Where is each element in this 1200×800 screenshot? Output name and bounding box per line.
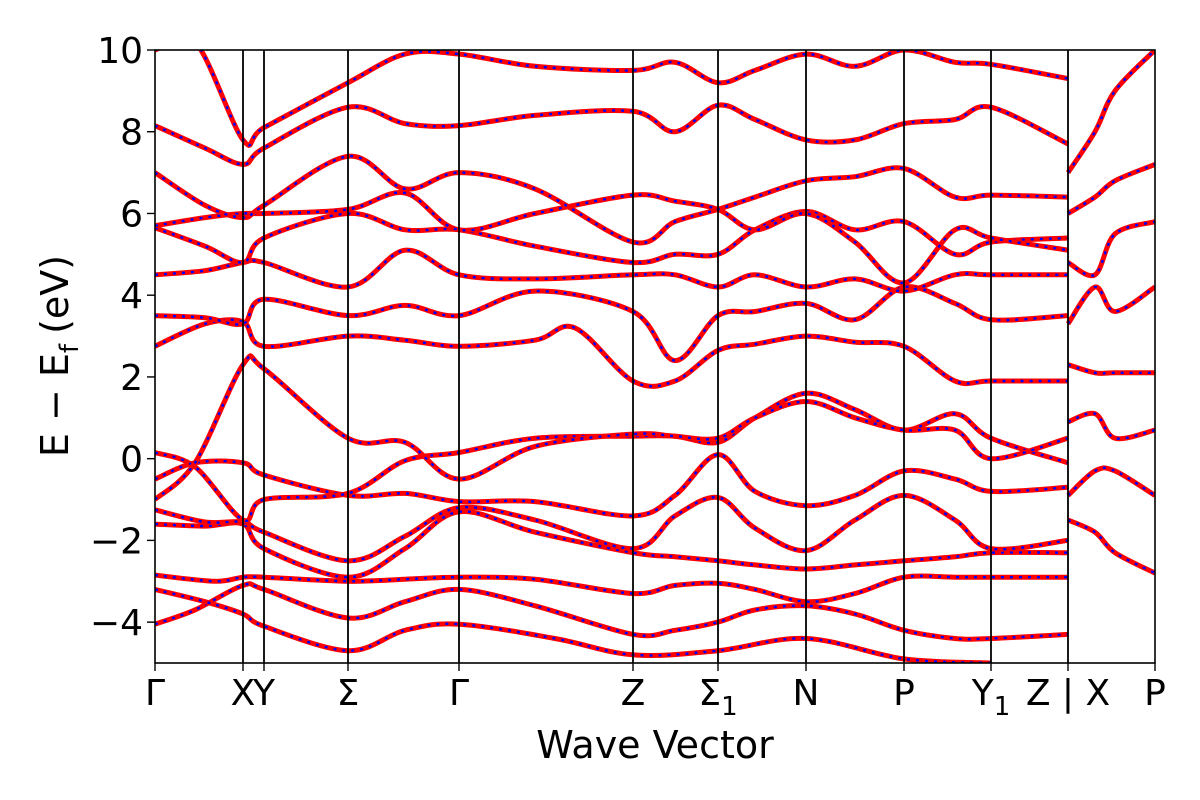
band-line-overlay-22 [1067,220,1155,277]
band-line-overlay-17 [1067,518,1155,575]
band-line-9 [155,317,1068,389]
band-line-17 [1066,517,1155,576]
y-tick-label: 6 [120,194,143,235]
x-tick-label: Σ1 [698,673,737,722]
x-tick-label: Γ [449,673,469,714]
x-tick-label: Z [621,673,646,714]
kpoint-divider-lines [242,50,1069,663]
y-tick-label: −4 [90,603,143,644]
x-tick-label: P [893,673,915,714]
band-line-8 [155,353,1069,502]
plot-frame [154,49,1156,664]
band-line-10 [155,284,1069,364]
y-axis-label-subscript: f [55,343,85,353]
band-line-overlay-20 [1067,363,1155,375]
band-line-overlay-15 [155,103,1069,166]
x-axis-ticks: Γ XY Σ Γ Z Σ1 N P Y1 Z | X P [145,663,1166,722]
band-line-16 [155,50,1069,148]
x-axis-label: Wave Vector [536,723,774,767]
x-tick-label: N [793,673,820,714]
band-lines [155,50,1155,663]
y-tick-label: 8 [120,113,143,154]
band-line-2 [155,586,992,663]
band-line-overlay-10 [155,285,1069,362]
x-tick-label: Γ [145,673,165,714]
y-tick-label: 2 [120,358,143,399]
y-tick-label: 0 [120,440,143,481]
y-axis-label-main: E − E [33,353,77,457]
band-line-overlay-18 [1067,466,1155,497]
band-line-21 [1065,284,1155,326]
band-line-7 [155,390,1069,524]
x-tick-label: Y [252,673,276,714]
y-axis-label: E − Ef (eV) [33,255,85,457]
band-line-overlay-5 [155,494,1069,563]
band-line-overlay-2 [155,588,992,663]
y-tick-label: 10 [97,31,143,72]
band-line-22 [1066,219,1155,279]
band-line-23 [1066,162,1155,216]
x-tick-label: Z | X [1026,673,1110,714]
y-tick-label: −2 [90,521,143,562]
band-line-overlay-7 [155,392,1069,523]
x-tick-label: Y1 [971,673,1011,722]
band-line-overlay-19 [1067,412,1155,440]
band-line-overlay-14 [155,155,1069,245]
y-tick-label: 4 [120,276,143,317]
x-tick-label: Σ [337,673,360,714]
band-line-overlay-9 [155,318,1068,388]
x-tick-label: X [231,673,256,714]
y-axis-label-unit: (eV) [33,255,77,334]
y-axis-ticks: −4 −2 0 2 4 6 8 10 [90,31,155,644]
band-line-24 [1065,50,1155,174]
x-tick-label: P [1144,673,1166,714]
